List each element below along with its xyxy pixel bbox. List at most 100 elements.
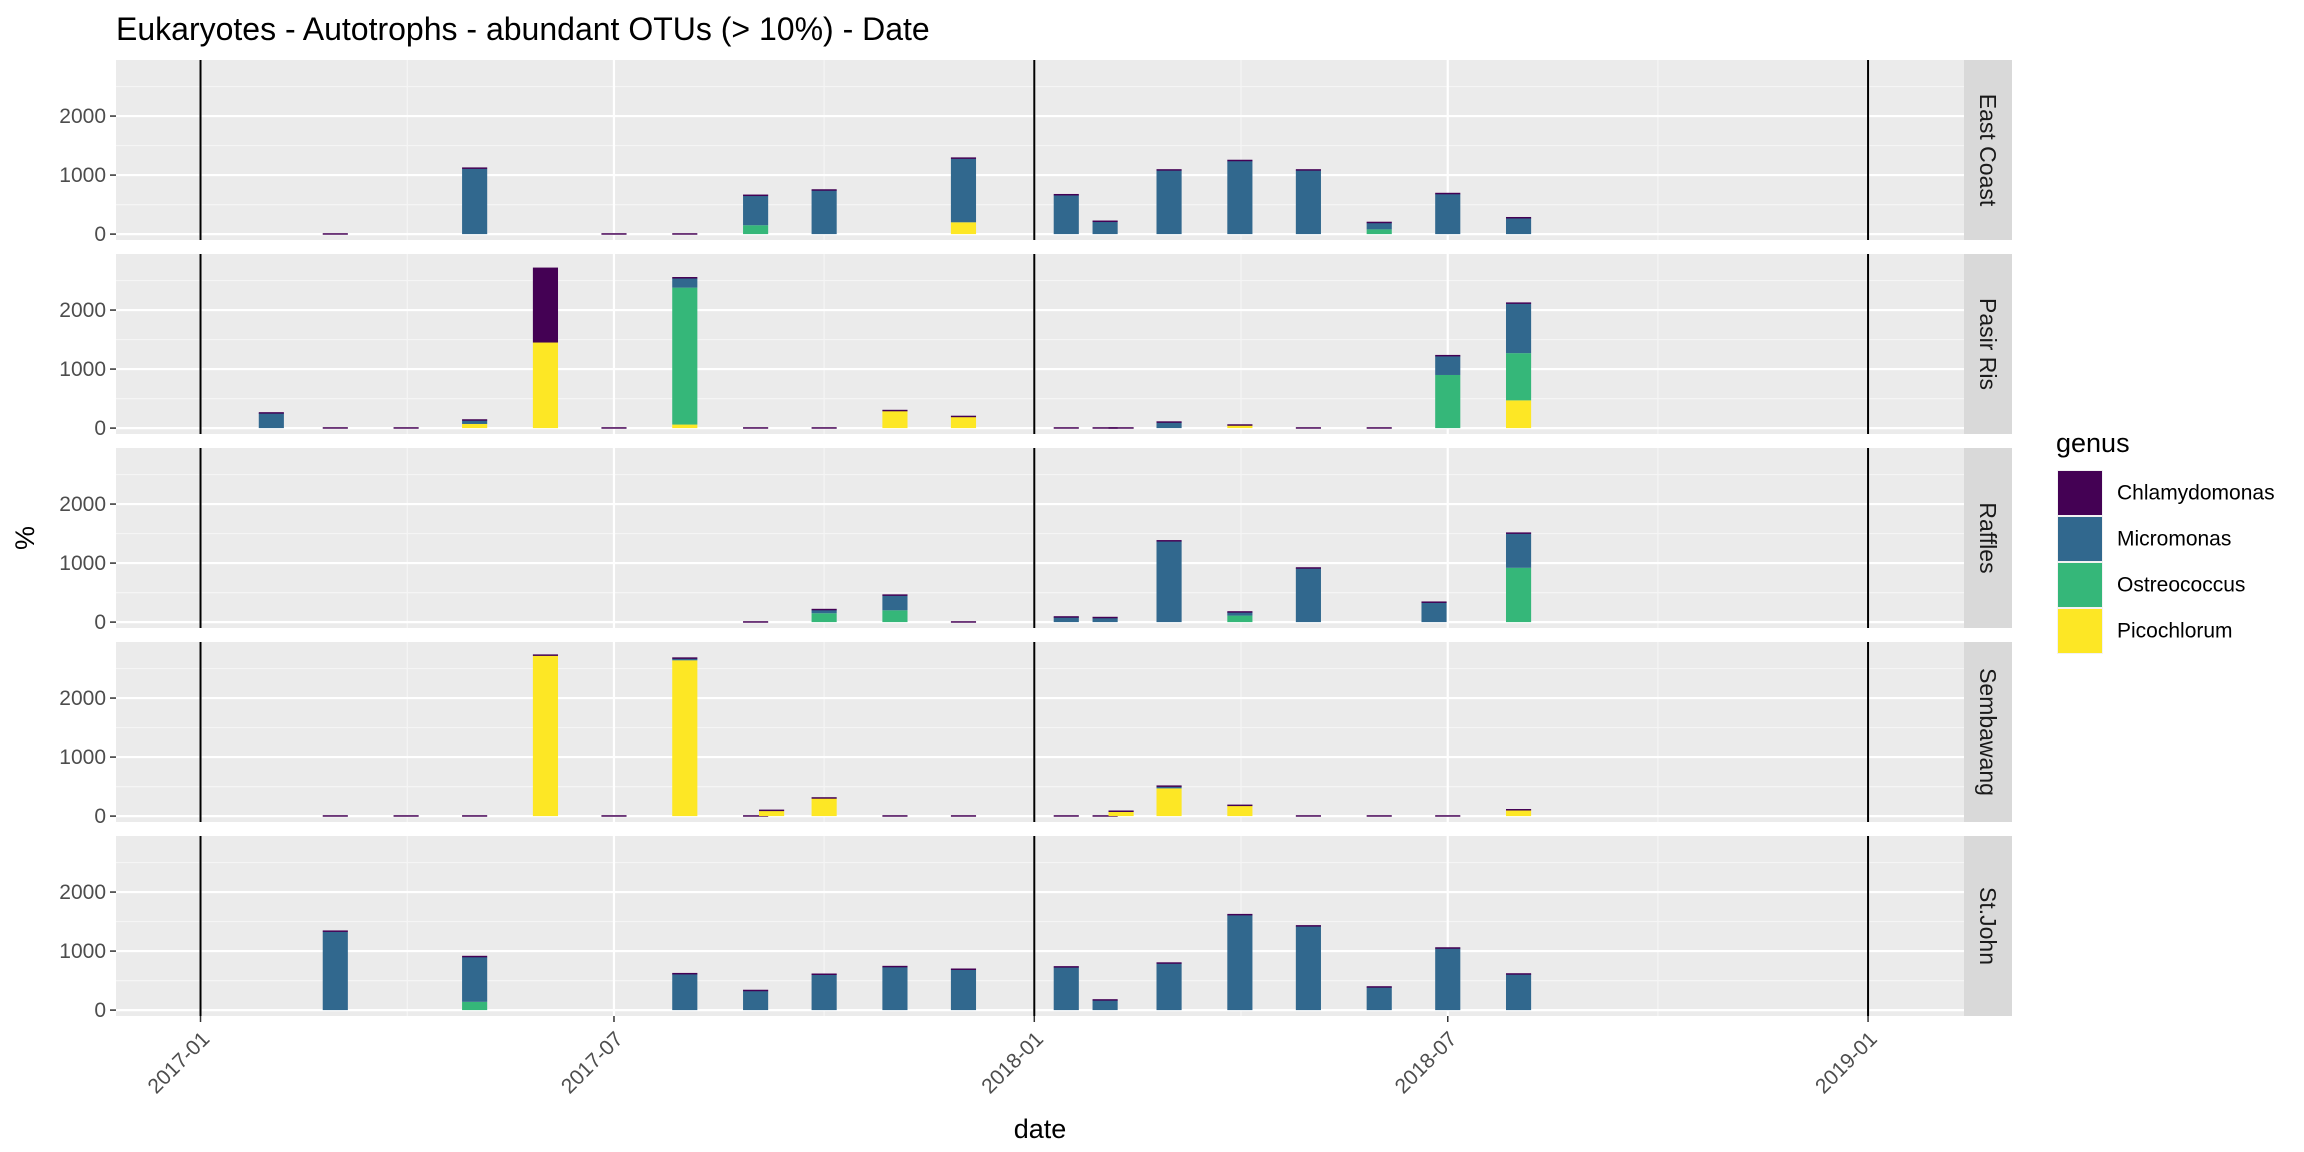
- panel-east-coast: 0 1000 2000 East Coast: [59, 60, 2012, 246]
- bar-segment-picochlorum: [1505, 400, 1532, 429]
- bar-segment-micromonas: [1156, 170, 1182, 235]
- bar-segment-micromonas: [1156, 786, 1182, 789]
- bar-stack: [743, 621, 769, 623]
- bar-stack: [1366, 815, 1392, 817]
- legend-item: Micromonas: [2057, 516, 2231, 562]
- bar-stack: [1295, 567, 1321, 623]
- bar-segment-picochlorum: [811, 798, 837, 817]
- plot-panels: 0 1000 2000 East Coast 0 1000 2000 Pasir Ris 0 10…: [59, 60, 2012, 1022]
- bar-segment-chlamydomonas: [1156, 421, 1182, 423]
- bar-stack: [1227, 159, 1253, 235]
- bar-stack: [322, 930, 348, 1011]
- bar-segment-chlamydomonas: [322, 233, 348, 235]
- bar-stack: [672, 657, 698, 817]
- panel-raffles: 0 1000 2000 Raffles: [59, 448, 2012, 634]
- bar-stack: [1295, 925, 1321, 1011]
- bar-segment-chlamydomonas: [1505, 532, 1532, 534]
- legend-swatch: [2058, 471, 2102, 515]
- bar-stack: [950, 815, 977, 817]
- bar-stack: [1092, 815, 1118, 817]
- bar-segment-chlamydomonas: [1092, 220, 1118, 223]
- bar-stack: [1227, 424, 1253, 429]
- bar-segment-micromonas: [1505, 533, 1532, 568]
- legend-label: Micromonas: [2117, 528, 2231, 551]
- bar-stack: [1156, 169, 1182, 235]
- bar-segment-chlamydomonas: [1053, 815, 1079, 817]
- bar-stack: [1435, 192, 1461, 235]
- bar-segment-micromonas: [258, 413, 284, 429]
- bar-stack: [743, 427, 769, 429]
- bar-stack: [601, 233, 627, 235]
- bar-segment-micromonas: [1505, 217, 1532, 235]
- bar-segment-micromonas: [1435, 948, 1461, 1011]
- bar-stack: [811, 189, 837, 235]
- bar-stack: [1505, 302, 1532, 429]
- bar-segment-chlamydomonas: [882, 594, 908, 596]
- bar-segment-chlamydomonas: [1421, 601, 1447, 603]
- bar-segment-chlamydomonas: [1505, 973, 1532, 975]
- bar-stack: [1505, 973, 1532, 1011]
- bar-segment-chlamydomonas: [672, 233, 698, 235]
- y-tick-label: 2000: [59, 299, 106, 322]
- bar-segment-chlamydomonas: [759, 809, 785, 812]
- bar-stack: [1092, 616, 1118, 623]
- bar-stack: [1505, 532, 1532, 623]
- bar-segment-micromonas: [672, 278, 698, 288]
- bar-segment-chlamydomonas: [950, 968, 977, 970]
- legend: genus Chlamydomonas Micromonas Ostreococcu…: [2056, 428, 2275, 654]
- bar-segment-chlamydomonas: [532, 267, 559, 343]
- facet-strip: [1964, 836, 2012, 1016]
- bar-stack: [462, 955, 488, 1011]
- bar-segment-chlamydomonas: [1435, 354, 1461, 357]
- bar-segment-chlamydomonas: [882, 409, 908, 412]
- bar-segment-picochlorum: [1227, 805, 1253, 817]
- bar-segment-chlamydomonas: [1435, 192, 1461, 195]
- bar-segment-chlamydomonas: [1227, 424, 1253, 426]
- bar-segment-chlamydomonas: [672, 657, 698, 659]
- facet-label: Raffles: [1975, 502, 2001, 573]
- bar-segment-chlamydomonas: [462, 167, 488, 169]
- bar-stack: [1295, 815, 1321, 817]
- bar-segment-chlamydomonas: [1505, 302, 1532, 304]
- bar-stack: [1053, 815, 1079, 817]
- bar-stack: [1092, 427, 1118, 429]
- bar-segment-chlamydomonas: [1435, 815, 1461, 817]
- bar-stack: [1053, 193, 1079, 235]
- bar-segment-chlamydomonas: [462, 419, 488, 421]
- bar-segment-micromonas: [1366, 222, 1392, 230]
- bar-segment-picochlorum: [950, 416, 977, 429]
- bar-stack: [1092, 220, 1118, 235]
- bar-segment-chlamydomonas: [811, 973, 837, 976]
- bar-segment-ostreococcus: [462, 1001, 488, 1011]
- bar-segment-micromonas: [1421, 602, 1447, 623]
- bar-segment-chlamydomonas: [393, 815, 419, 817]
- bar-segment-ostreococcus: [882, 610, 908, 623]
- bar-stack: [322, 233, 348, 235]
- bar-segment-chlamydomonas: [258, 412, 284, 414]
- bar-stack: [950, 621, 977, 623]
- bar-stack: [743, 989, 769, 1011]
- bar-segment-micromonas: [743, 990, 769, 1011]
- bar-segment-chlamydomonas: [950, 415, 977, 418]
- bar-segment-micromonas: [322, 931, 348, 1011]
- bar-stack: [462, 815, 488, 817]
- bar-stack: [393, 815, 419, 817]
- panel-background: [116, 642, 1964, 822]
- bar-segment-micromonas: [1092, 1000, 1118, 1011]
- bar-stack: [532, 267, 559, 429]
- bar-segment-chlamydomonas: [1092, 427, 1118, 429]
- legend-label: Picochlorum: [2117, 620, 2233, 643]
- bar-stack: [811, 797, 837, 817]
- bar-segment-chlamydomonas: [1295, 169, 1321, 171]
- bar-segment-chlamydomonas: [1227, 159, 1253, 162]
- bar-stack: [1053, 616, 1079, 623]
- bar-segment-micromonas: [950, 969, 977, 1011]
- bar-stack: [1435, 947, 1461, 1011]
- y-tick-label: 0: [94, 223, 106, 246]
- bar-stack: [811, 608, 837, 623]
- bar-segment-chlamydomonas: [811, 189, 837, 191]
- bar-segment-chlamydomonas: [811, 427, 837, 429]
- bar-segment-chlamydomonas: [743, 815, 769, 817]
- bar-segment-picochlorum: [672, 424, 698, 429]
- bar-segment-chlamydomonas: [462, 815, 488, 817]
